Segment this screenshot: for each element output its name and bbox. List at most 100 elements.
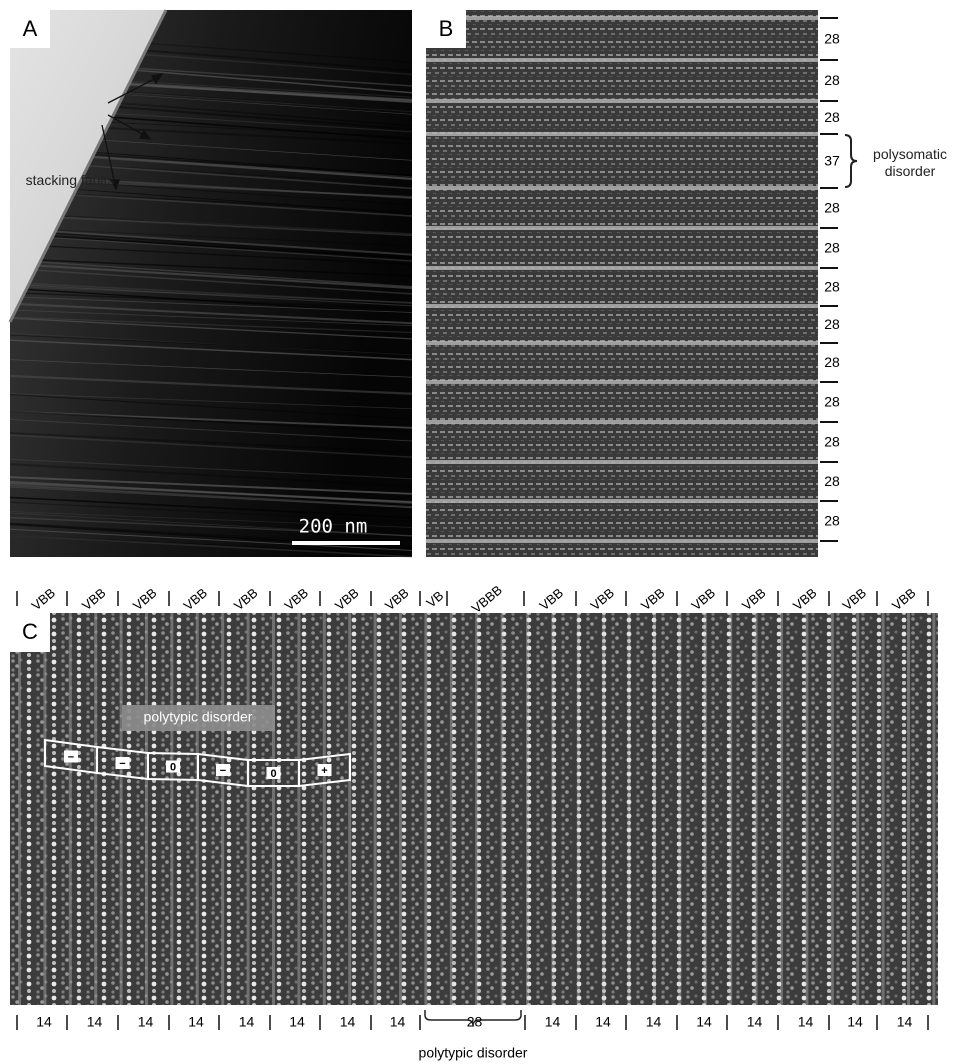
bright-row xyxy=(755,613,758,1005)
chain-width: 14 xyxy=(696,1014,712,1030)
chain-sequence: VBB xyxy=(130,585,160,613)
bright-layer xyxy=(426,499,818,503)
bright-row xyxy=(932,613,935,1005)
bright-row xyxy=(831,613,834,1005)
layer-width: 28 xyxy=(824,109,840,125)
bright-row xyxy=(780,613,783,1005)
chain-sequence: VBB xyxy=(537,585,567,613)
layer-width: 28 xyxy=(824,473,840,489)
bright-row xyxy=(704,613,707,1005)
stacking-label: − xyxy=(119,758,125,770)
bright-row xyxy=(856,613,859,1005)
layer-width: 28 xyxy=(824,240,840,256)
bright-row xyxy=(69,613,72,1005)
hrtem-image xyxy=(426,10,818,557)
chain-sequence: VBB xyxy=(332,585,362,613)
layer-width: 37 xyxy=(824,153,840,169)
layer-width: 28 xyxy=(824,279,840,295)
chain-width: 14 xyxy=(36,1014,52,1030)
hrtem-image xyxy=(10,613,938,1005)
chain-sequence: VBB xyxy=(382,585,412,613)
chain-width: 14 xyxy=(798,1014,814,1030)
layer-width: 28 xyxy=(824,31,840,47)
chain-sequence: VBB xyxy=(638,585,668,613)
bright-row xyxy=(602,613,605,1005)
chain-sequence: VBB xyxy=(231,585,261,613)
bright-row xyxy=(577,613,580,1005)
bright-layer xyxy=(426,460,818,464)
bright-row xyxy=(424,613,427,1005)
bright-row xyxy=(272,613,275,1005)
bright-layer xyxy=(426,304,818,308)
chain-sequence: VBB xyxy=(889,585,919,613)
chain-sequence: VBB xyxy=(790,585,820,613)
bright-layer xyxy=(426,16,818,20)
panel-label: A xyxy=(23,16,38,41)
chain-width: 14 xyxy=(340,1014,356,1030)
chain-sequence: VBB xyxy=(29,585,59,613)
bright-row xyxy=(221,613,224,1005)
bright-row xyxy=(653,613,656,1005)
bright-row xyxy=(18,613,21,1005)
bright-layer xyxy=(426,132,818,136)
bright-row xyxy=(729,613,732,1005)
bright-row xyxy=(450,613,453,1005)
chain-sequence: VBB xyxy=(282,585,312,613)
bright-row xyxy=(374,613,377,1005)
bright-layer xyxy=(426,420,818,424)
chain-width: 14 xyxy=(595,1014,611,1030)
stacking-label: 0 xyxy=(270,768,276,780)
layer-width: 28 xyxy=(824,72,840,88)
stacking-label: + xyxy=(321,765,327,777)
bright-row xyxy=(297,613,300,1005)
bright-row xyxy=(907,613,910,1005)
chain-width: 14 xyxy=(646,1014,662,1030)
bright-row xyxy=(805,613,808,1005)
chain-width: 14 xyxy=(239,1014,255,1030)
panel-label: B xyxy=(439,16,454,41)
chain-width: 14 xyxy=(138,1014,154,1030)
layer-width: 28 xyxy=(824,200,840,216)
chain-sequence: VBB xyxy=(840,585,870,613)
bright-layer xyxy=(426,380,818,384)
chain-width: 28 xyxy=(467,1014,483,1030)
panel-c: C polytypic disorder −−0−0+ polytypic di… xyxy=(10,613,938,1061)
bright-layer xyxy=(426,58,818,62)
bright-row xyxy=(399,613,402,1005)
bottom-annotation: polytypic disorder xyxy=(419,1045,528,1061)
bright-row xyxy=(247,613,250,1005)
bright-row xyxy=(348,613,351,1005)
bright-row xyxy=(94,613,97,1005)
layer-width: 28 xyxy=(824,394,840,410)
layer-width: 28 xyxy=(824,434,840,450)
bright-row xyxy=(170,613,173,1005)
chain-sequence: VBB xyxy=(739,585,769,613)
chain-sequence: VB xyxy=(423,588,446,611)
layer-width: 28 xyxy=(824,354,840,370)
bright-row xyxy=(43,613,46,1005)
bright-row xyxy=(526,613,529,1005)
annotation: stacking faults xyxy=(20,172,120,189)
panel-b: B xyxy=(426,10,857,557)
chain-width: 14 xyxy=(87,1014,103,1030)
bright-layer xyxy=(426,539,818,543)
chain-sequence: VBB xyxy=(181,585,211,613)
bright-row xyxy=(501,613,504,1005)
bright-layer xyxy=(426,226,818,230)
bright-row xyxy=(475,613,478,1005)
stacking-label: − xyxy=(68,751,74,763)
bright-row xyxy=(145,613,148,1005)
panel-label: C xyxy=(22,619,38,644)
bright-row xyxy=(882,613,885,1005)
bright-row xyxy=(628,613,631,1005)
stacking-label: 0 xyxy=(170,761,176,773)
annotation: polytypic disorder xyxy=(144,709,253,725)
brace xyxy=(845,135,857,187)
bright-layer xyxy=(426,99,818,103)
chain-width: 14 xyxy=(897,1014,913,1030)
chain-width: 14 xyxy=(289,1014,305,1030)
bright-layer xyxy=(426,186,818,190)
figure-page: 200 nm A B C polytypic disorder −−0−0+ p… xyxy=(0,0,959,1064)
panel-a: 200 nm A xyxy=(10,10,412,557)
chain-sequence: VBB xyxy=(588,585,618,613)
